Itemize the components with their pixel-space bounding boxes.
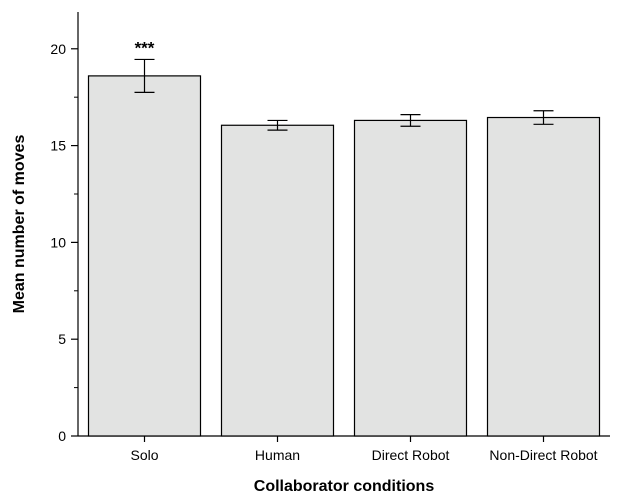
- annotations: ***: [135, 38, 155, 57]
- y-tick-label: 5: [58, 331, 66, 347]
- error-bar: [267, 119, 288, 131]
- error-bar: [134, 58, 155, 93]
- significance-annotation: ***: [135, 38, 155, 57]
- x-tick-label: Human: [255, 447, 300, 463]
- bar-solo: [87, 75, 202, 437]
- x-axis-title: Collaborator conditions: [254, 478, 435, 495]
- y-tick-label: 20: [50, 41, 66, 57]
- y-tick-label: 10: [50, 234, 66, 250]
- bar-human: [220, 124, 335, 437]
- error-bar: [533, 110, 554, 125]
- y-tick-label: 15: [50, 138, 66, 154]
- y-ticks: 0 5 10 15 20: [50, 41, 78, 444]
- x-tick-label: Non-Direct Robot: [489, 447, 597, 463]
- y-tick-label: 0: [58, 428, 66, 444]
- bar-direct-robot: [353, 119, 468, 437]
- x-tick-labels: Solo Human Direct Robot Non-Direct Robot: [130, 436, 598, 463]
- x-tick-label: Solo: [130, 447, 158, 463]
- y-axis-title: Mean number of moves: [11, 135, 28, 314]
- error-bar: [400, 114, 421, 127]
- x-tick-label: Direct Robot: [372, 447, 450, 463]
- bar-non-direct-robot: [486, 116, 601, 437]
- bars: [87, 75, 601, 437]
- error-bars: [134, 58, 554, 131]
